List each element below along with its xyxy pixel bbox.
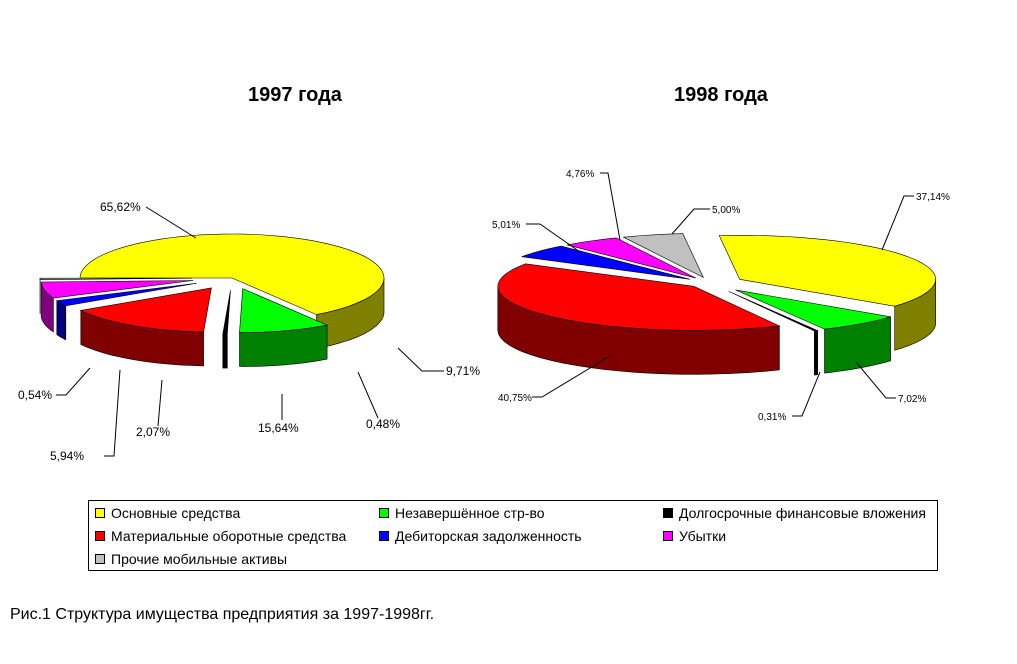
pie-slice-slice-2 bbox=[222, 290, 231, 335]
pie-side-slice-2 bbox=[814, 329, 818, 376]
legend-swatch bbox=[379, 508, 389, 518]
data-label: 15,64% bbox=[258, 421, 299, 435]
pie-slice-slice-5 bbox=[40, 280, 194, 299]
leader-line bbox=[600, 172, 621, 241]
legend-swatch bbox=[663, 508, 673, 518]
legend-label: Долгосрочные финансовые вложения bbox=[679, 505, 926, 521]
data-label: 7,02% bbox=[898, 394, 926, 405]
legend-item: Дебиторская задолженность bbox=[379, 527, 582, 545]
pie-slice-slice-6 bbox=[39, 277, 193, 281]
data-label: 65,62% bbox=[100, 200, 141, 214]
legend-label: Материальные оборотные средства bbox=[111, 528, 347, 544]
legend-label: Основные средства bbox=[111, 505, 241, 521]
data-label: 2,07% bbox=[136, 425, 170, 439]
data-label: 0,31% bbox=[758, 412, 786, 423]
leader-line bbox=[104, 369, 121, 457]
leader-line bbox=[855, 361, 896, 399]
leader-line bbox=[532, 355, 611, 398]
leader-line bbox=[145, 206, 197, 239]
legend: Основные средства Незавершённое стр-во Д… bbox=[88, 500, 938, 571]
pie-slice-slice-1 bbox=[239, 288, 329, 333]
data-label: 0,54% bbox=[18, 388, 52, 402]
data-label: 5,01% bbox=[492, 220, 520, 231]
data-label: 40,75% bbox=[498, 393, 532, 404]
legend-label: Убытки bbox=[679, 528, 727, 544]
pie-slice-slice-1 bbox=[735, 289, 891, 330]
pie-side-slice-4 bbox=[56, 300, 67, 341]
legend-item: Прочие мобильные активы bbox=[95, 550, 287, 568]
leader-line bbox=[357, 371, 379, 419]
pie-slice-slice-6 bbox=[622, 233, 704, 279]
leader-line bbox=[792, 371, 821, 417]
legend-item: Долгосрочные финансовые вложения bbox=[663, 504, 926, 522]
chart-title-1998: 1998 года bbox=[674, 84, 769, 106]
data-label: 9,71% bbox=[446, 364, 480, 378]
pie-slice-slice-3 bbox=[79, 287, 212, 333]
legend-label: Прочие мобильные активы bbox=[111, 551, 288, 567]
pie-chart-1997: 65,62% 9,71% 0,48% 15,64% 2,07% 5,94% 0,54% bbox=[18, 200, 480, 463]
data-label: 4,76% bbox=[566, 169, 594, 180]
legend-swatch bbox=[95, 554, 105, 564]
legend-item: Материальные оборотные средства bbox=[95, 527, 346, 545]
legend-item: Убытки bbox=[663, 527, 726, 545]
pie-chart-1998: 37,14% 7,02% 0,31% 40,75% 5,01% 4,76% 5,00% bbox=[492, 169, 950, 423]
legend-swatch bbox=[95, 508, 105, 518]
data-label: 5,94% bbox=[50, 449, 84, 463]
leader-line bbox=[526, 223, 581, 253]
legend-swatch bbox=[379, 531, 389, 541]
data-label: 5,00% bbox=[712, 205, 740, 216]
leader-line bbox=[397, 347, 444, 372]
figure-caption: Рис.1 Структура имущества предприятия за… bbox=[10, 606, 435, 623]
data-label: 0,48% bbox=[366, 417, 400, 431]
pie-slice-slice-4 bbox=[521, 245, 691, 280]
chart-title-1997: 1997 года bbox=[248, 84, 343, 106]
leader-line bbox=[671, 208, 710, 235]
legend-item: Незавершённое стр-во bbox=[379, 504, 545, 522]
pie-slice-slice-3 bbox=[497, 263, 781, 331]
leader-line bbox=[881, 195, 914, 251]
pie-slice-slice-4 bbox=[55, 283, 197, 307]
legend-swatch bbox=[95, 531, 105, 541]
pie-slice-slice-2 bbox=[728, 291, 819, 332]
pie-side-slice-2 bbox=[222, 333, 228, 369]
legend-swatch bbox=[663, 531, 673, 541]
legend-label: Незавершённое стр-во bbox=[395, 505, 545, 521]
legend-label: Дебиторская задолженность bbox=[395, 528, 582, 544]
data-label: 37,14% bbox=[916, 192, 950, 203]
legend-item: Основные средства bbox=[95, 504, 240, 522]
leader-line bbox=[56, 367, 91, 396]
pie-slice-slice-0 bbox=[79, 233, 385, 315]
leader-line bbox=[157, 379, 163, 427]
pie-slice-slice-0 bbox=[718, 235, 936, 307]
